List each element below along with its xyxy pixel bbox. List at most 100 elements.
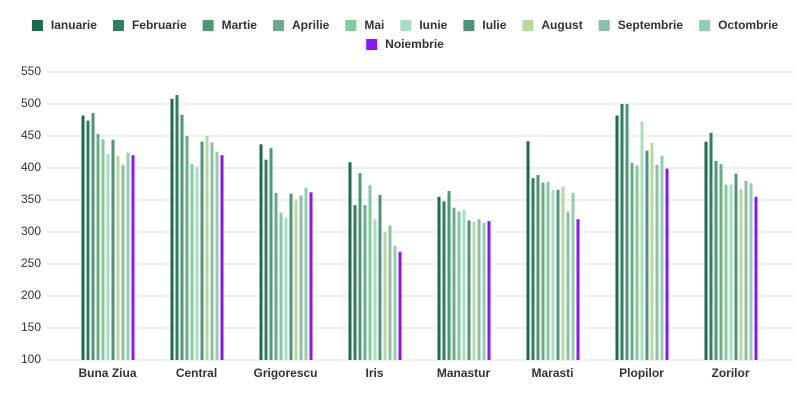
x-tick-label: Manastur <box>437 366 491 380</box>
y-tick-label: 200 <box>21 288 41 302</box>
bar <box>576 219 580 360</box>
bar <box>200 141 204 360</box>
legend-item: Martie <box>202 18 258 32</box>
bar <box>175 95 179 360</box>
legend-item: Octombrie <box>699 18 778 32</box>
bar <box>215 152 219 360</box>
legend-item: Februarie <box>112 18 187 32</box>
legend-swatch <box>272 20 284 31</box>
legend-item: Mai <box>345 18 384 32</box>
bar <box>96 134 100 360</box>
legend-label: Iunie <box>419 18 447 32</box>
bar <box>467 220 471 360</box>
y-tick-label: 550 <box>21 64 41 78</box>
y-tick-label: 400 <box>21 160 41 174</box>
y-tick-label: 500 <box>21 96 41 110</box>
bar <box>299 195 303 360</box>
bar <box>309 192 313 360</box>
bar <box>650 143 654 360</box>
x-tick-label: Central <box>176 366 217 380</box>
x-tick-label: Zorilor <box>712 366 750 380</box>
y-tick-label: 150 <box>21 320 41 334</box>
bar <box>358 173 362 360</box>
x-tick-label: Marasti <box>531 366 573 380</box>
bar <box>126 152 130 360</box>
bar <box>442 201 446 360</box>
bar <box>195 166 199 360</box>
bar <box>665 168 669 360</box>
bar <box>269 148 273 360</box>
legend-label: Februarie <box>132 18 187 32</box>
legend-label: Martie <box>222 18 258 32</box>
legend-label: Septembrie <box>618 18 684 32</box>
y-tick-label: 350 <box>21 192 41 206</box>
bar <box>645 150 649 360</box>
legend-swatch <box>463 20 475 31</box>
bar <box>625 104 629 360</box>
bar <box>556 189 560 360</box>
legend-item: Ianuarie <box>31 18 97 32</box>
bar <box>630 162 634 360</box>
bar <box>185 136 189 360</box>
legend-label: Iulie <box>482 18 506 32</box>
bar <box>472 221 476 360</box>
bar <box>546 182 550 360</box>
bar <box>101 139 105 360</box>
bar <box>566 211 570 360</box>
legend-label: Aprilie <box>292 18 330 32</box>
bar <box>398 251 402 360</box>
bar <box>220 155 224 360</box>
bar <box>487 221 491 360</box>
legend-label: Octombrie <box>718 18 778 32</box>
legend-swatch <box>522 20 534 31</box>
legend-swatch <box>112 20 124 31</box>
bar <box>744 180 748 360</box>
bar <box>640 121 644 360</box>
y-tick-label: 250 <box>21 256 41 270</box>
bar <box>452 207 456 360</box>
bar <box>655 164 659 360</box>
legend-swatch <box>345 20 357 31</box>
bar <box>660 155 664 360</box>
bar <box>462 209 466 360</box>
bar <box>294 200 298 360</box>
legend-label: Mai <box>364 18 384 32</box>
y-tick-label: 100 <box>21 352 41 366</box>
bar <box>368 185 372 360</box>
bar <box>734 173 738 360</box>
bar <box>289 193 293 360</box>
bar <box>457 211 461 360</box>
legend-swatch <box>598 20 610 31</box>
legend-swatch <box>400 20 412 31</box>
bar <box>131 155 135 360</box>
bar <box>86 120 90 360</box>
bar <box>714 160 718 360</box>
legend-label: August <box>541 18 582 32</box>
bar <box>279 212 283 360</box>
x-tick-label: Buna Ziua <box>78 366 136 380</box>
bar <box>541 182 545 360</box>
legend-label: Ianuarie <box>51 18 97 32</box>
bar <box>353 205 357 360</box>
bar <box>121 164 125 360</box>
bar <box>393 246 397 360</box>
bar <box>284 217 288 360</box>
bar <box>180 114 184 360</box>
bar <box>615 115 619 361</box>
legend-swatch <box>202 20 214 31</box>
bar <box>531 178 535 360</box>
bar <box>91 112 95 361</box>
x-tick-label: Grigorescu <box>253 366 317 380</box>
bar <box>264 159 268 360</box>
bar <box>571 192 575 360</box>
legend-item: Iulie <box>463 18 507 32</box>
bar <box>259 144 263 360</box>
bar <box>749 183 753 360</box>
bar <box>561 186 565 360</box>
bar <box>106 153 110 360</box>
bar <box>635 165 639 360</box>
bar <box>363 205 367 360</box>
bar <box>526 141 530 360</box>
bar <box>170 98 174 360</box>
